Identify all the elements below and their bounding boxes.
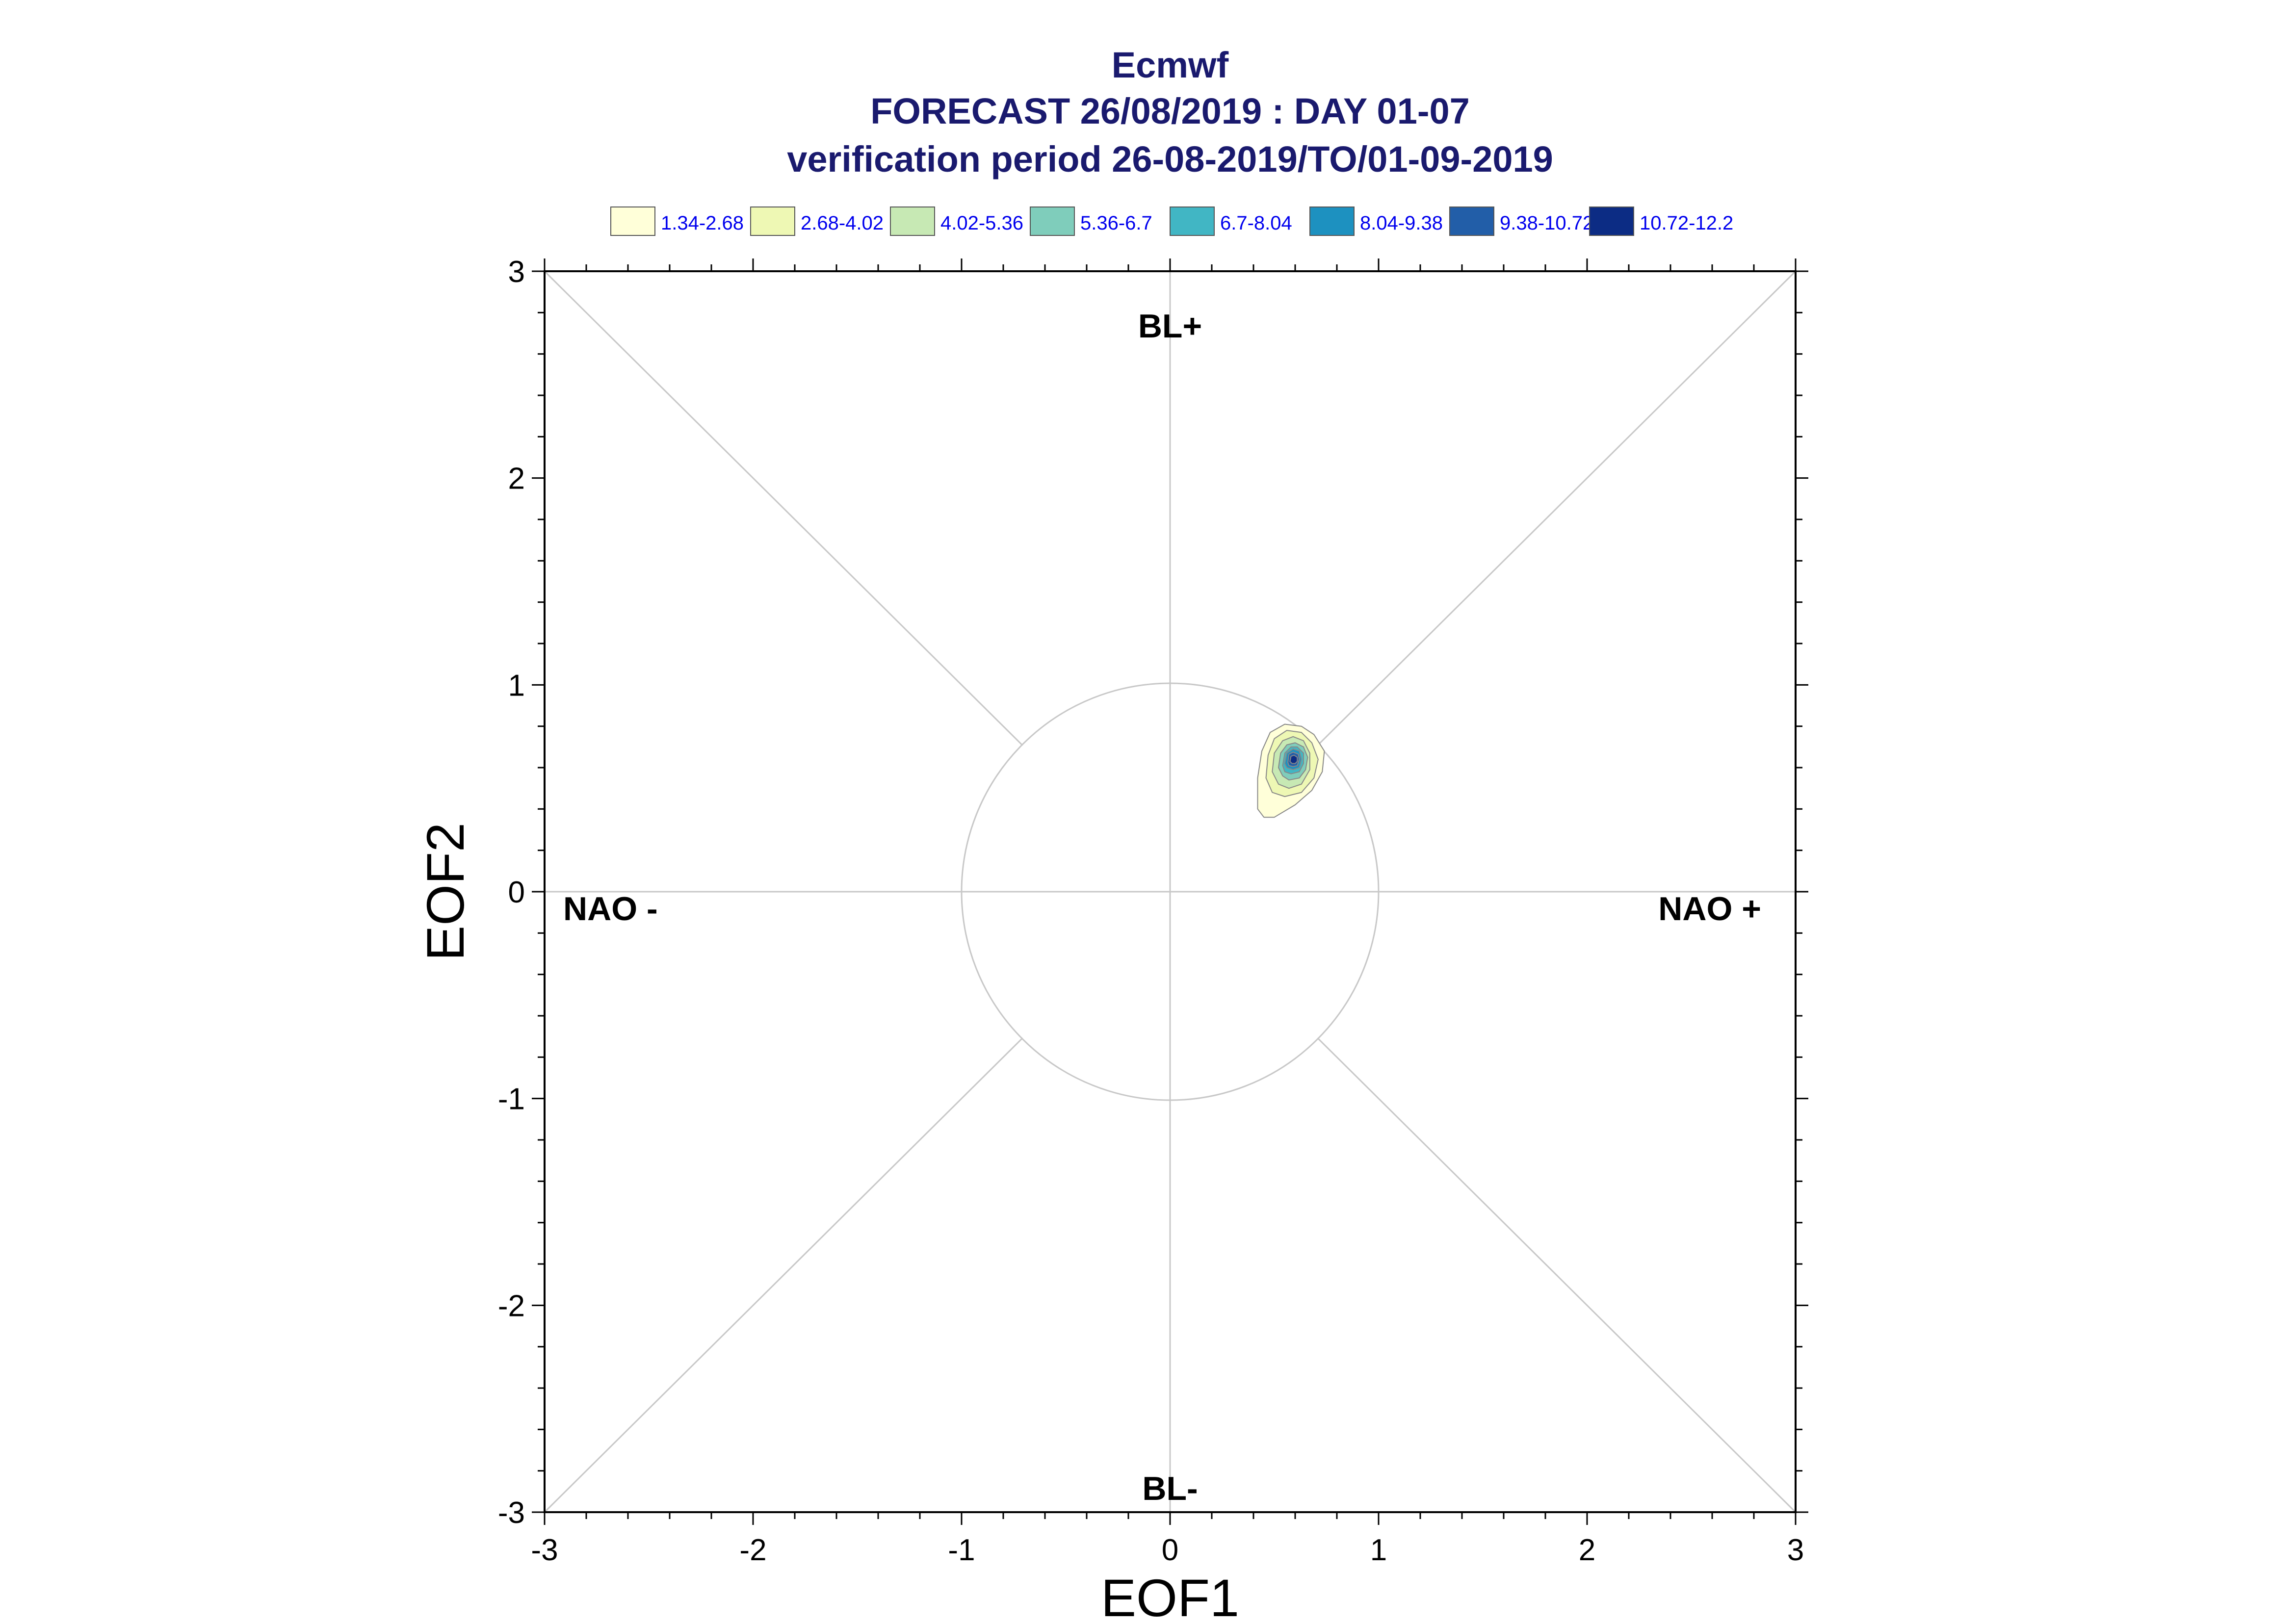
guide-lines: [544, 270, 1797, 1513]
axis-ticks: -3 -2 -1 0 1 2 3 -3 -2 -1 0 1 2 3: [498, 255, 1808, 1567]
y-axis-title: EOF2: [416, 823, 475, 961]
region-label-bottom: BL-: [1142, 1470, 1198, 1507]
region-labels: BL+ BL- NAO - NAO +: [563, 308, 1761, 1507]
legend-swatch: [890, 206, 935, 236]
x-tick-label: 1: [1370, 1533, 1387, 1567]
region-label-top: BL+: [1138, 308, 1202, 345]
legend-label: 8.04-9.38: [1360, 212, 1443, 234]
x-tick-label: -3: [531, 1533, 558, 1567]
legend-swatch: [750, 206, 795, 236]
x-axis-title: EOF1: [1101, 1568, 1239, 1624]
density-contours: [1257, 723, 1325, 818]
x-tick-label: 2: [1579, 1533, 1595, 1567]
y-tick-label: 2: [508, 462, 525, 496]
diagonal-line: [544, 270, 1023, 746]
y-tick-label: -2: [498, 1289, 525, 1323]
legend-label: 9.38-10.72: [1500, 212, 1593, 234]
legend-swatch: [1309, 206, 1355, 236]
title-line-1: Ecmwf: [1112, 45, 1229, 85]
x-tick-label: -1: [948, 1533, 975, 1567]
legend-swatch: [610, 206, 655, 236]
reference-circle: [961, 682, 1380, 1101]
x-tick-label: -2: [739, 1533, 766, 1567]
legend-label: 4.02-5.36: [940, 212, 1023, 234]
y-tick-label: 3: [508, 255, 525, 289]
chart-titles: Ecmwf FORECAST 26/08/2019 : DAY 01-07 veri…: [787, 45, 1553, 180]
legend-label: 6.7-8.04: [1220, 212, 1292, 234]
legend-label: 10.72-12.2: [1640, 212, 1733, 234]
diagonal-line: [1317, 1037, 1797, 1513]
legend-label: 1.34-2.68: [661, 212, 744, 234]
density-contour: [1289, 754, 1298, 764]
plot-area: -3 -2 -1 0 1 2 3 -3 -2 -1 0 1 2 3 BL+ BL- NAO - NAO +: [498, 255, 1808, 1567]
y-tick-label: 0: [508, 876, 525, 909]
title-line-3: verification period 26-08-2019/TO/01-09-…: [787, 139, 1553, 180]
legend: 1.34-2.68 2.68-4.02 4.02-5.36 5.36-6.7 6.7-8…: [610, 206, 1733, 236]
y-tick-label: -3: [498, 1496, 525, 1530]
legend-label: 5.36-6.7: [1080, 212, 1152, 234]
region-label-left: NAO -: [563, 890, 658, 928]
legend-swatch: [1589, 206, 1634, 236]
y-tick-label: -1: [498, 1083, 525, 1116]
legend-label: 2.68-4.02: [801, 212, 884, 234]
diagonal-line: [1317, 270, 1797, 746]
legend-swatch: [1449, 206, 1494, 236]
legend-swatch: [1170, 206, 1215, 236]
title-line-2: FORECAST 26/08/2019 : DAY 01-07: [870, 91, 1470, 131]
region-label-right: NAO +: [1658, 890, 1761, 928]
legend-swatch: [1030, 206, 1075, 236]
x-tick-label: 0: [1162, 1533, 1178, 1567]
x-tick-label: 3: [1787, 1533, 1804, 1567]
diagonal-line: [544, 1037, 1023, 1513]
y-tick-label: 1: [508, 669, 525, 702]
